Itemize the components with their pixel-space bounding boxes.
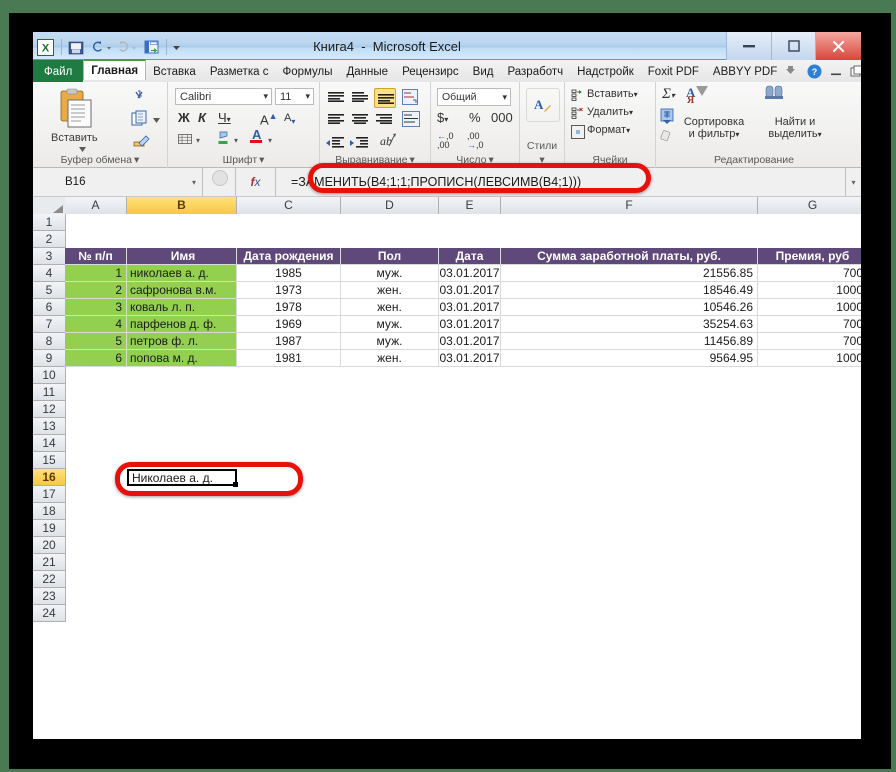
svg-text:?: ? [812, 67, 818, 77]
svg-text:Я: Я [687, 95, 695, 104]
svg-text:ab: ab [380, 134, 392, 148]
svg-text:A: A [534, 97, 544, 112]
